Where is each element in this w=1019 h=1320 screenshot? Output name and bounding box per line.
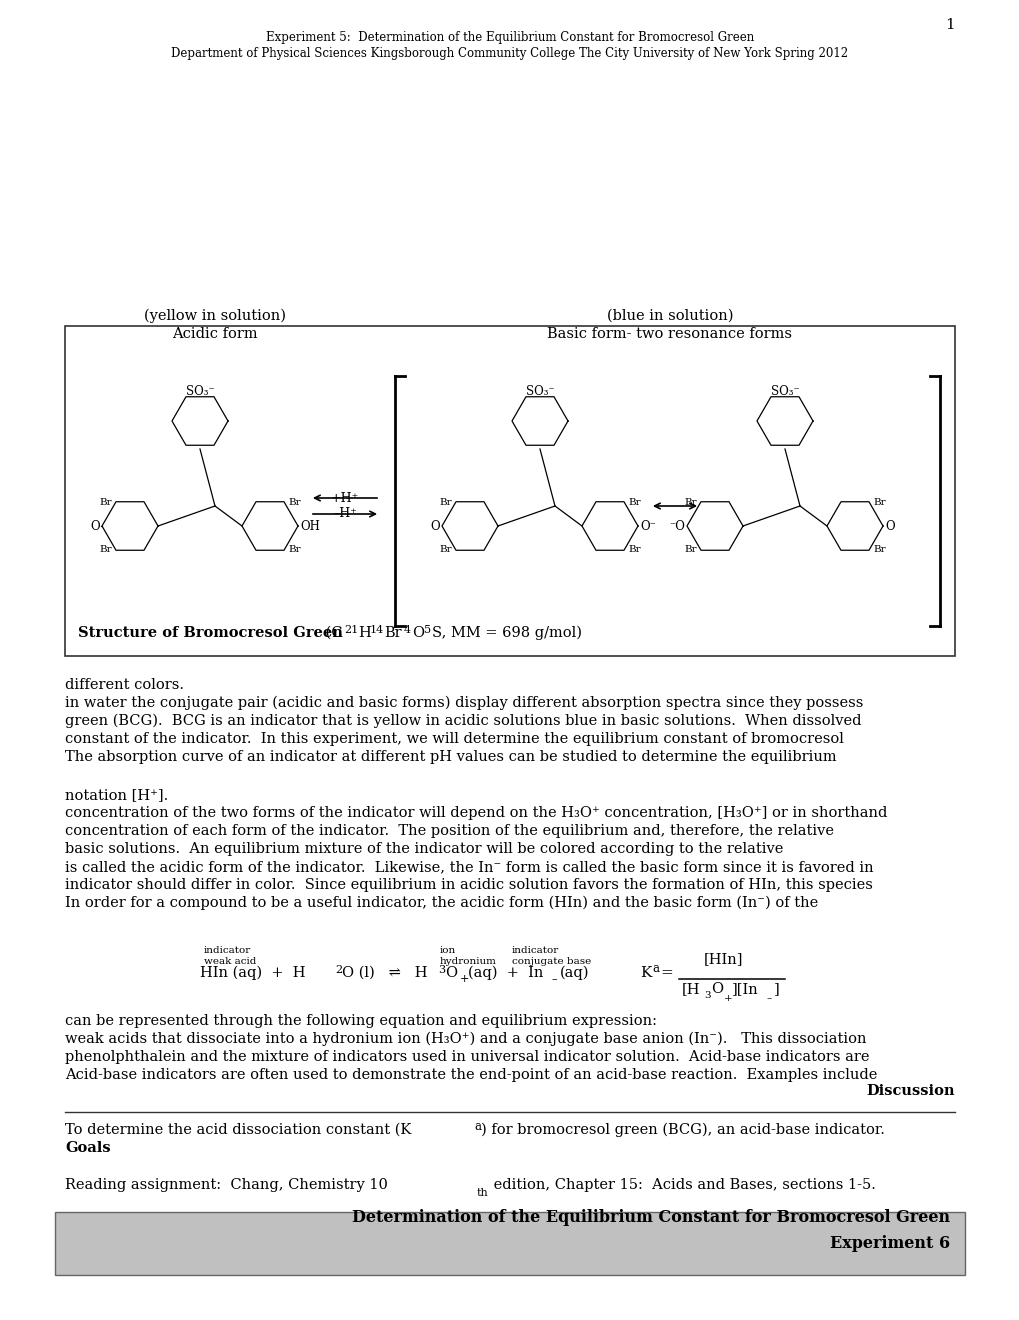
Bar — [55, 1212, 964, 1275]
Text: Acidic form: Acidic form — [172, 327, 258, 341]
Text: Experiment 6: Experiment 6 — [829, 1236, 949, 1251]
Text: phenolphthalein and the mixture of indicators used in universal indicator soluti: phenolphthalein and the mixture of indic… — [65, 1049, 868, 1064]
Text: can be represented through the following equation and equilibrium expression:: can be represented through the following… — [65, 1014, 656, 1028]
Text: ]: ] — [773, 982, 779, 997]
Text: Br: Br — [684, 498, 696, 507]
Text: 5: 5 — [424, 624, 431, 635]
Text: In order for a compound to be a useful indicator, the acidic form (HIn) and the : In order for a compound to be a useful i… — [65, 895, 817, 909]
Text: th: th — [477, 1188, 488, 1199]
Text: Br: Br — [287, 498, 301, 507]
Text: ][In: ][In — [732, 982, 758, 997]
Text: O: O — [710, 982, 722, 997]
Text: Discussion: Discussion — [866, 1084, 954, 1098]
Text: +: + — [723, 994, 732, 1003]
Text: H: H — [358, 626, 370, 640]
Text: HIn (aq)  +  H: HIn (aq) + H — [200, 966, 306, 979]
Text: Br: Br — [872, 545, 884, 554]
Text: constant of the indicator.  In this experiment, we will determine the equilibriu: constant of the indicator. In this exper… — [65, 733, 843, 746]
Text: indicator: indicator — [512, 946, 558, 954]
Text: Br: Br — [287, 545, 301, 554]
Text: Br: Br — [383, 626, 401, 640]
Text: Br: Br — [99, 545, 112, 554]
Text: Determination of the Equilibrium Constant for Bromocresol Green: Determination of the Equilibrium Constan… — [352, 1209, 949, 1226]
Text: [HIn]: [HIn] — [703, 952, 743, 966]
Text: 2: 2 — [334, 965, 341, 975]
Text: Basic form- two resonance forms: Basic form- two resonance forms — [547, 327, 792, 341]
Text: Structure of Bromocresol Green: Structure of Bromocresol Green — [77, 626, 342, 640]
Text: ) for bromocresol green (BCG), an acid-base indicator.: ) for bromocresol green (BCG), an acid-b… — [481, 1122, 884, 1137]
Text: SO₃⁻: SO₃⁻ — [525, 385, 554, 399]
Text: K: K — [639, 966, 651, 979]
Text: =: = — [659, 966, 673, 979]
Text: Br: Br — [628, 498, 640, 507]
Text: green (BCG).  BCG is an indicator that is yellow in acidic solutions blue in bas: green (BCG). BCG is an indicator that is… — [65, 714, 861, 729]
Text: weak acids that dissociate into a hydronium ion (H₃O⁺) and a conjugate base anio: weak acids that dissociate into a hydron… — [65, 1032, 866, 1045]
Text: 1: 1 — [945, 18, 954, 32]
Text: –: – — [766, 994, 771, 1003]
Text: –: – — [551, 974, 557, 983]
Text: Br: Br — [99, 498, 112, 507]
Text: is called the acidic form of the indicator.  Likewise, the In⁻ form is called th: is called the acidic form of the indicat… — [65, 861, 872, 874]
Text: S, MM = 698 g/mol): S, MM = 698 g/mol) — [432, 626, 582, 640]
Text: in water the conjugate pair (acidic and basic forms) display different absorptio: in water the conjugate pair (acidic and … — [65, 696, 862, 710]
Text: edition, Chapter 15:  Acids and Bases, sections 1-5.: edition, Chapter 15: Acids and Bases, se… — [488, 1177, 875, 1192]
Text: Br: Br — [439, 545, 451, 554]
Text: +: + — [460, 974, 469, 983]
Text: hydronium: hydronium — [439, 957, 496, 966]
Text: notation [H⁺].: notation [H⁺]. — [65, 788, 168, 803]
Text: The absorption curve of an indicator at different pH values can be studied to de: The absorption curve of an indicator at … — [65, 750, 836, 764]
Text: Br: Br — [628, 545, 640, 554]
Text: O (l)   ⇌   H: O (l) ⇌ H — [341, 966, 427, 979]
Text: To determine the acid dissociation constant (K: To determine the acid dissociation const… — [65, 1123, 411, 1137]
Text: basic solutions.  An equilibrium mixture of the indicator will be colored accord: basic solutions. An equilibrium mixture … — [65, 842, 783, 855]
Text: (C: (C — [321, 626, 342, 640]
Text: SO₃⁻: SO₃⁻ — [770, 385, 799, 399]
Bar — [65, 326, 954, 656]
Text: Br: Br — [439, 498, 451, 507]
Text: weak acid: weak acid — [204, 957, 256, 966]
Text: different colors.: different colors. — [65, 678, 183, 692]
Text: (aq)  +  In: (aq) + In — [468, 966, 543, 979]
Text: ion: ion — [439, 946, 455, 954]
Text: 3: 3 — [703, 991, 710, 1001]
Text: (yellow in solution): (yellow in solution) — [144, 309, 285, 323]
Text: O: O — [91, 520, 100, 532]
Text: Acid-base indicators are often used to demonstrate the end-point of an acid-base: Acid-base indicators are often used to d… — [65, 1068, 876, 1082]
Text: Goals: Goals — [65, 1140, 110, 1155]
Text: 3: 3 — [437, 965, 444, 975]
Text: (blue in solution): (blue in solution) — [606, 309, 733, 323]
Text: (aq): (aq) — [559, 966, 589, 979]
Text: Br: Br — [684, 545, 696, 554]
Text: a: a — [651, 962, 658, 975]
Text: 21: 21 — [343, 624, 358, 635]
Text: indicator should differ in color.  Since equilibrium in acidic solution favors t: indicator should differ in color. Since … — [65, 878, 872, 892]
Text: O: O — [412, 626, 424, 640]
Text: O⁻: O⁻ — [639, 520, 655, 532]
Text: concentration of the two forms of the indicator will depend on the H₃O⁺ concentr: concentration of the two forms of the in… — [65, 807, 887, 820]
Text: –H⁺: –H⁺ — [333, 507, 357, 520]
Text: indicator: indicator — [204, 946, 251, 954]
Text: Reading assignment:  Chang, Chemistry 10: Reading assignment: Chang, Chemistry 10 — [65, 1177, 387, 1192]
Text: OH: OH — [300, 520, 320, 532]
Text: 4: 4 — [404, 624, 411, 635]
Text: O: O — [430, 520, 439, 532]
Text: O: O — [444, 966, 457, 979]
Text: conjugate base: conjugate base — [512, 957, 591, 966]
Text: Department of Physical Sciences Kingsborough Community College The City Universi: Department of Physical Sciences Kingsbor… — [171, 48, 848, 59]
Text: concentration of each form of the indicator.  The position of the equilibrium an: concentration of each form of the indica… — [65, 824, 834, 838]
Text: SO₃⁻: SO₃⁻ — [185, 385, 214, 399]
Text: 14: 14 — [370, 624, 384, 635]
Text: ⁻O: ⁻O — [668, 520, 685, 532]
Text: O: O — [884, 520, 894, 532]
Text: Experiment 5:  Determination of the Equilibrium Constant for Bromocresol Green: Experiment 5: Determination of the Equil… — [266, 30, 753, 44]
Text: Br: Br — [872, 498, 884, 507]
Text: [H: [H — [682, 982, 700, 997]
Text: a: a — [474, 1119, 481, 1133]
Text: +H⁺: +H⁺ — [330, 492, 359, 506]
